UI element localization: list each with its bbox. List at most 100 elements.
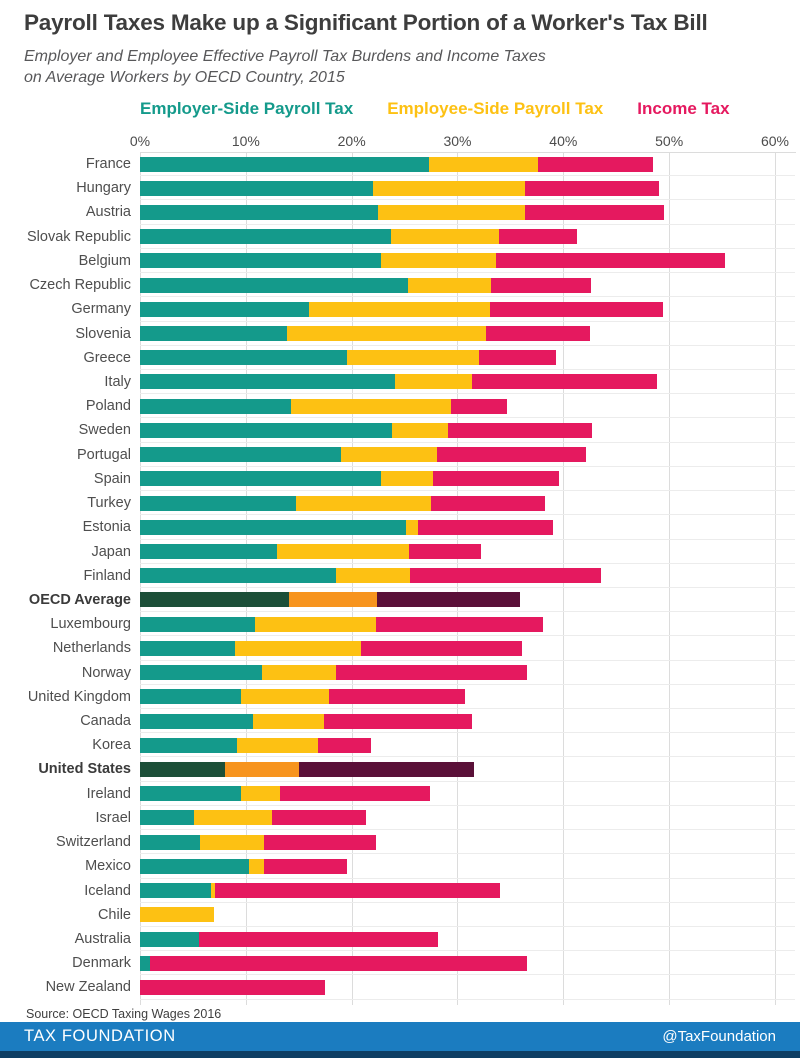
bar-track-iceland (140, 879, 795, 903)
bar-track-portugal (140, 443, 795, 467)
bar-track-czech-republic (140, 273, 795, 298)
segment-employer-denmark (140, 955, 150, 971)
country-label-iceland: Iceland (84, 882, 131, 899)
bar-track-israel (140, 806, 795, 831)
segment-income-norway (335, 665, 528, 681)
bar-row-denmark: Denmark (0, 951, 800, 976)
bar-track-japan (140, 540, 795, 564)
legend-item-employee-side-payroll-tax: Employee-Side Payroll Tax (387, 99, 604, 118)
country-label-portugal: Portugal (76, 446, 131, 463)
subtitle-line-2: on Average Workers by OECD Country, 2015 (24, 69, 345, 87)
country-label-czech-republic: Czech Republic (29, 277, 131, 294)
bar-track-finland (140, 564, 795, 588)
bar-track-canada (140, 709, 795, 734)
country-label-finland: Finland (83, 567, 131, 584)
bar-row-spain: Spain (0, 467, 800, 492)
bar-track-luxembourg (140, 612, 795, 637)
country-label-israel: Israel (95, 809, 131, 826)
segment-employer-france (140, 156, 429, 172)
segment-employer-mexico (140, 858, 249, 874)
country-label-austria: Austria (85, 204, 131, 221)
bar-row-luxembourg: Luxembourg (0, 612, 800, 637)
segment-income-ireland (279, 786, 430, 802)
segment-income-denmark (149, 955, 528, 971)
bar-row-slovenia: Slovenia (0, 322, 800, 346)
bar-track-mexico (140, 854, 795, 879)
bar-track-switzerland (140, 830, 795, 855)
segment-employee-oecd-average (289, 592, 378, 608)
segment-employee-ireland (240, 786, 280, 802)
segment-employee-switzerland (200, 834, 264, 850)
country-label-norway: Norway (81, 664, 131, 681)
bar-row-portugal: Portugal (0, 443, 800, 467)
country-label-ireland: Ireland (86, 785, 131, 802)
segment-employer-slovak-republic (140, 229, 391, 245)
segment-employee-germany (309, 301, 491, 317)
bar-row-poland: Poland (0, 394, 800, 419)
segment-employer-finland (140, 568, 336, 584)
bar-track-norway (140, 661, 795, 685)
segment-employee-belgium (381, 253, 496, 269)
bar-row-czech-republic: Czech Republic (0, 273, 800, 298)
segment-income-finland (409, 568, 602, 584)
bar-row-japan: Japan (0, 540, 800, 564)
bar-row-belgium: Belgium (0, 249, 800, 274)
segment-employer-japan (140, 544, 277, 559)
country-label-spain: Spain (93, 470, 131, 487)
segment-employer-sweden (140, 422, 392, 438)
plot-rows: France Hungary Austria Slovak Republic Belgi… (0, 152, 800, 1000)
segment-employee-austria (378, 204, 526, 220)
chart-subtitle: Employer and Employee Effective Payroll … (24, 46, 546, 88)
segment-employee-italy (395, 374, 473, 390)
legend-item-income-tax: Income Tax (637, 99, 730, 118)
bar-row-canada: Canada (0, 709, 800, 734)
segment-income-czech-republic (491, 277, 591, 293)
country-label-germany: Germany (71, 301, 131, 318)
bar-track-slovenia (140, 322, 795, 346)
segment-income-canada (324, 713, 473, 729)
segment-employer-netherlands (140, 640, 236, 656)
country-label-estonia: Estonia (82, 519, 131, 536)
footer-bar: TAX FOUNDATION @TaxFoundation (0, 1022, 800, 1058)
bar-track-belgium (140, 249, 795, 274)
x-tick-20: 20% (337, 133, 366, 149)
segment-income-iceland (215, 883, 500, 899)
bar-track-united-states (140, 757, 795, 782)
twitter-handle[interactable]: @TaxFoundation (662, 1028, 776, 1045)
segment-employee-chile (140, 907, 215, 923)
legend: Employer-Side Payroll Tax Employee-Side P… (140, 99, 730, 119)
bar-row-austria: Austria (0, 200, 800, 225)
segment-employee-spain (381, 471, 434, 487)
country-label-slovak-republic: Slovak Republic (27, 228, 131, 245)
bar-row-estonia: Estonia (0, 515, 800, 540)
country-label-korea: Korea (92, 737, 131, 754)
x-tick-40: 40% (549, 133, 578, 149)
segment-employer-luxembourg (140, 616, 256, 632)
bar-track-germany (140, 297, 795, 322)
segment-employer-czech-republic (140, 277, 408, 293)
country-label-oecd-average: OECD Average (28, 591, 131, 608)
bar-track-oecd-average (140, 588, 795, 613)
segment-income-poland (451, 398, 508, 414)
bar-row-france: France (0, 152, 800, 177)
segment-income-italy (472, 374, 658, 390)
country-label-italy: Italy (104, 373, 131, 390)
segment-employee-finland (335, 568, 410, 584)
segment-employer-australia (140, 931, 200, 947)
bar-row-mexico: Mexico (0, 854, 800, 879)
x-tick-50: 50% (655, 133, 684, 149)
bar-track-estonia (140, 515, 795, 540)
bar-track-greece (140, 346, 795, 370)
x-tick-10: 10% (231, 133, 260, 149)
bar-track-netherlands (140, 636, 795, 661)
bar-row-chile: Chile (0, 903, 800, 927)
segment-employer-switzerland (140, 834, 201, 850)
country-label-mexico: Mexico (85, 858, 131, 875)
bar-row-netherlands: Netherlands (0, 636, 800, 661)
brand-name: TAX FOUNDATION (24, 1027, 176, 1045)
country-label-sweden: Sweden (78, 422, 131, 439)
segment-employee-estonia (405, 519, 419, 535)
bar-row-finland: Finland (0, 564, 800, 588)
segment-income-united-states (298, 761, 475, 777)
segment-income-luxembourg (376, 616, 544, 632)
